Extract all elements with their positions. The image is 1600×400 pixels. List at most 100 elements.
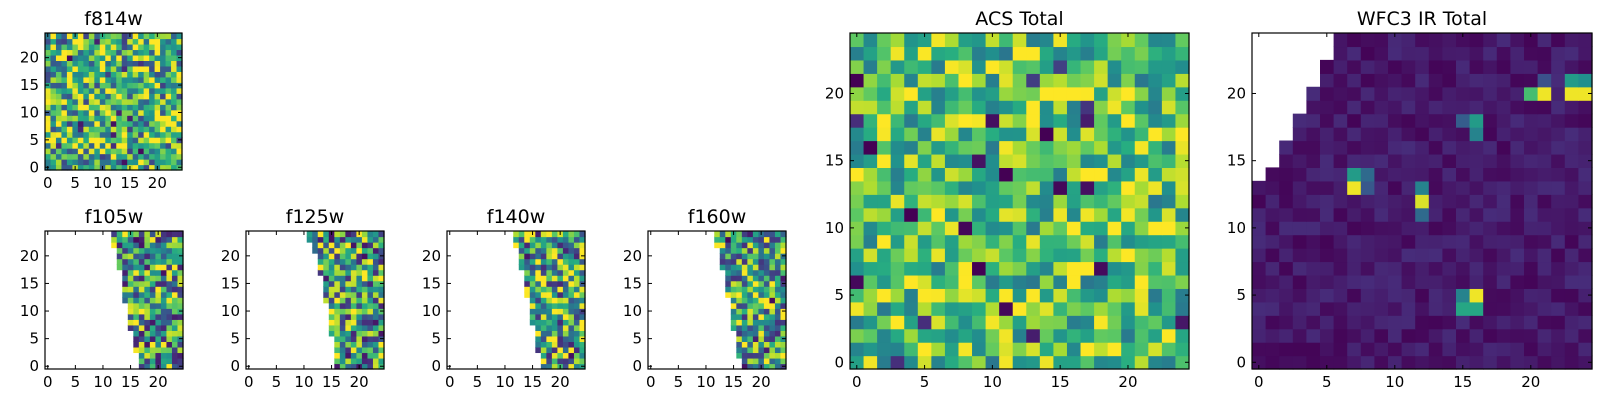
heatmap-cell [361,346,369,354]
heatmap-cell [160,142,167,149]
heatmap-cell [540,308,547,315]
y-tick-label: 5 [834,286,844,304]
heatmap-cell [121,93,128,100]
heatmap-cell [171,159,178,166]
heatmap-cell [356,352,363,359]
heatmap-cell [166,231,173,238]
heatmap-cell [176,131,183,138]
heatmap-cell [917,167,932,182]
heatmap-cell [45,76,52,83]
heatmap-cell [769,330,776,337]
heatmap-cell [356,330,363,337]
heatmap-cell [863,234,878,249]
heatmap-cell [972,100,987,115]
heatmap-cell [999,342,1014,357]
heatmap-cell [758,258,765,265]
heatmap-cell [55,38,63,45]
heatmap-cell [105,49,112,56]
heatmap-cell [361,269,369,276]
heatmap-cell [1161,248,1177,263]
heatmap-cell [350,319,357,326]
heatmap-cell [166,346,173,354]
heatmap-cell [127,38,134,45]
heatmap-cell [546,286,553,293]
heatmap-cell [562,280,570,287]
heatmap-cell [94,126,101,133]
heatmap-cell [752,308,759,315]
heatmap-cell [736,253,743,260]
heatmap-cell [138,313,145,320]
heatmap-cell [774,313,782,320]
heatmap-cell [50,109,57,116]
heatmap-cell [127,286,134,293]
heatmap-cell [1107,274,1122,289]
heatmap-cell [1306,113,1321,128]
heatmap-cell [177,236,184,243]
heatmap-cell [1524,234,1539,249]
heatmap-cell [1347,207,1362,222]
heatmap-cell [177,346,184,354]
heatmap-cell [166,253,173,260]
heatmap-cell [361,330,369,337]
heatmap-cell [1415,153,1430,168]
heatmap-cell [890,33,905,48]
heatmap-cell [730,291,737,298]
heatmap-cell [177,297,184,304]
heatmap-cell [1252,328,1267,343]
heatmap-cell [155,258,162,265]
heatmap-cell [133,264,140,271]
heatmap-cell [88,98,95,105]
heatmap-cell [339,269,346,276]
heatmap-cell [345,352,352,359]
heatmap-cell [110,65,117,72]
heatmap-cell [1148,140,1163,155]
heatmap-cell [736,236,743,243]
heatmap-cell [110,43,117,51]
heatmap-cell [1524,127,1539,142]
heatmap-cell [863,153,878,168]
heatmap-cell [863,33,878,48]
heatmap-cell [972,153,987,168]
heatmap-cell [121,71,128,78]
heatmap-cell [154,131,161,138]
heatmap-cell [110,137,117,144]
heatmap-cell [149,98,156,105]
heatmap-cell [138,335,145,342]
heatmap-cell [122,242,129,249]
heatmap-cell [55,142,63,149]
y-tick-label: 20 [825,84,844,102]
heatmap-cell [1094,342,1109,357]
heatmap-cell [1442,315,1457,330]
heatmap-cell [110,159,117,166]
panel-title: f140w [487,206,546,228]
heatmap-cell [780,313,787,320]
heatmap-cell [1456,59,1471,74]
heatmap-cell [138,131,145,138]
heatmap-cell [378,286,385,293]
heatmap-cell [1374,180,1389,195]
heatmap-cell [1053,328,1068,343]
heatmap-cell [144,319,151,326]
heatmap-cell [1456,167,1471,182]
heatmap-cell [61,164,68,171]
heatmap-cell [1148,207,1163,222]
heatmap-cell [171,115,178,122]
heatmap-cell [763,302,771,309]
heatmap-cell [334,352,341,359]
heatmap-cell [55,164,63,171]
heatmap-cell [1551,221,1566,236]
heatmap-cell [1039,59,1054,74]
heatmap-cell [1175,59,1190,74]
heatmap-cell [917,355,932,370]
heatmap-cell [1333,140,1348,155]
heatmap-cell [1175,167,1190,182]
heatmap-cell [88,153,95,160]
heatmap-cell [1578,59,1593,74]
heatmap-cell [99,120,106,127]
heatmap-cell [557,297,564,304]
x-tick-label: 5 [674,373,684,391]
heatmap-cell [904,207,919,222]
heatmap-cell [350,313,357,320]
heatmap-cell [1175,194,1190,209]
heatmap-cell [144,324,151,331]
